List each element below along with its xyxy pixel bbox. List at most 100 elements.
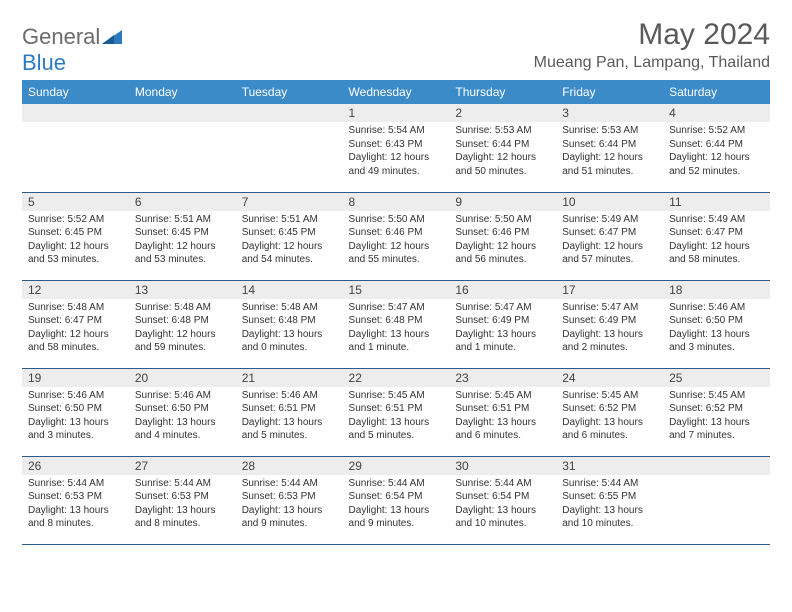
day-header: Sunday [22,80,129,104]
day-cell: 9Sunrise: 5:50 AMSunset: 6:46 PMDaylight… [449,192,556,280]
day-number: 24 [556,369,663,387]
week-row: 1Sunrise: 5:54 AMSunset: 6:43 PMDaylight… [22,104,770,192]
day-detail: Sunrise: 5:45 AMSunset: 6:51 PMDaylight:… [449,387,556,447]
day-number: 12 [22,281,129,299]
day-header: Wednesday [343,80,450,104]
day-detail: Sunrise: 5:45 AMSunset: 6:52 PMDaylight:… [663,387,770,447]
day-cell: 12Sunrise: 5:48 AMSunset: 6:47 PMDayligh… [22,280,129,368]
day-cell: 4Sunrise: 5:52 AMSunset: 6:44 PMDaylight… [663,104,770,192]
day-cell: 31Sunrise: 5:44 AMSunset: 6:55 PMDayligh… [556,456,663,544]
day-cell: 23Sunrise: 5:45 AMSunset: 6:51 PMDayligh… [449,368,556,456]
day-cell: 27Sunrise: 5:44 AMSunset: 6:53 PMDayligh… [129,456,236,544]
day-number: 27 [129,457,236,475]
day-detail: Sunrise: 5:51 AMSunset: 6:45 PMDaylight:… [236,211,343,271]
day-header-row: SundayMondayTuesdayWednesdayThursdayFrid… [22,80,770,104]
day-cell: 3Sunrise: 5:53 AMSunset: 6:44 PMDaylight… [556,104,663,192]
day-cell: 10Sunrise: 5:49 AMSunset: 6:47 PMDayligh… [556,192,663,280]
day-cell: 14Sunrise: 5:48 AMSunset: 6:48 PMDayligh… [236,280,343,368]
day-cell: 28Sunrise: 5:44 AMSunset: 6:53 PMDayligh… [236,456,343,544]
week-row: 19Sunrise: 5:46 AMSunset: 6:50 PMDayligh… [22,368,770,456]
day-number: 16 [449,281,556,299]
day-cell: 6Sunrise: 5:51 AMSunset: 6:45 PMDaylight… [129,192,236,280]
day-detail: Sunrise: 5:46 AMSunset: 6:50 PMDaylight:… [22,387,129,447]
day-number: 1 [343,104,450,122]
day-detail: Sunrise: 5:44 AMSunset: 6:53 PMDaylight:… [129,475,236,535]
day-detail: Sunrise: 5:47 AMSunset: 6:48 PMDaylight:… [343,299,450,359]
day-number: 5 [22,193,129,211]
day-detail: Sunrise: 5:44 AMSunset: 6:54 PMDaylight:… [449,475,556,535]
location: Mueang Pan, Lampang, Thailand [534,54,770,72]
day-cell: 21Sunrise: 5:46 AMSunset: 6:51 PMDayligh… [236,368,343,456]
day-cell: 1Sunrise: 5:54 AMSunset: 6:43 PMDaylight… [343,104,450,192]
day-cell: 5Sunrise: 5:52 AMSunset: 6:45 PMDaylight… [22,192,129,280]
logo-text-gray: General [22,24,100,49]
day-cell: 22Sunrise: 5:45 AMSunset: 6:51 PMDayligh… [343,368,450,456]
day-cell: 8Sunrise: 5:50 AMSunset: 6:46 PMDaylight… [343,192,450,280]
day-cell: 20Sunrise: 5:46 AMSunset: 6:50 PMDayligh… [129,368,236,456]
empty-day-number [236,104,343,122]
day-cell: 17Sunrise: 5:47 AMSunset: 6:49 PMDayligh… [556,280,663,368]
empty-day-number [22,104,129,122]
day-number: 25 [663,369,770,387]
day-header: Tuesday [236,80,343,104]
day-detail: Sunrise: 5:52 AMSunset: 6:45 PMDaylight:… [22,211,129,271]
day-header: Monday [129,80,236,104]
day-detail: Sunrise: 5:48 AMSunset: 6:47 PMDaylight:… [22,299,129,359]
logo-text: GeneralBlue [22,24,122,76]
empty-day-number [129,104,236,122]
day-number: 14 [236,281,343,299]
day-cell: 24Sunrise: 5:45 AMSunset: 6:52 PMDayligh… [556,368,663,456]
day-number: 22 [343,369,450,387]
week-row: 12Sunrise: 5:48 AMSunset: 6:47 PMDayligh… [22,280,770,368]
day-detail: Sunrise: 5:44 AMSunset: 6:54 PMDaylight:… [343,475,450,535]
day-number: 13 [129,281,236,299]
day-cell [22,104,129,192]
day-cell: 29Sunrise: 5:44 AMSunset: 6:54 PMDayligh… [343,456,450,544]
day-number: 18 [663,281,770,299]
day-cell: 11Sunrise: 5:49 AMSunset: 6:47 PMDayligh… [663,192,770,280]
week-row: 26Sunrise: 5:44 AMSunset: 6:53 PMDayligh… [22,456,770,544]
day-detail: Sunrise: 5:44 AMSunset: 6:53 PMDaylight:… [236,475,343,535]
day-cell [663,456,770,544]
day-header: Saturday [663,80,770,104]
day-detail: Sunrise: 5:44 AMSunset: 6:55 PMDaylight:… [556,475,663,535]
day-detail: Sunrise: 5:54 AMSunset: 6:43 PMDaylight:… [343,122,450,182]
day-number: 15 [343,281,450,299]
day-detail: Sunrise: 5:45 AMSunset: 6:51 PMDaylight:… [343,387,450,447]
day-detail: Sunrise: 5:46 AMSunset: 6:51 PMDaylight:… [236,387,343,447]
day-number: 21 [236,369,343,387]
day-number: 10 [556,193,663,211]
month-year: May 2024 [534,18,770,52]
day-number: 11 [663,193,770,211]
calendar-body: 1Sunrise: 5:54 AMSunset: 6:43 PMDaylight… [22,104,770,544]
day-detail: Sunrise: 5:51 AMSunset: 6:45 PMDaylight:… [129,211,236,271]
day-number: 9 [449,193,556,211]
day-cell [236,104,343,192]
day-cell: 30Sunrise: 5:44 AMSunset: 6:54 PMDayligh… [449,456,556,544]
day-detail: Sunrise: 5:50 AMSunset: 6:46 PMDaylight:… [449,211,556,271]
day-detail: Sunrise: 5:48 AMSunset: 6:48 PMDaylight:… [236,299,343,359]
day-detail: Sunrise: 5:52 AMSunset: 6:44 PMDaylight:… [663,122,770,182]
day-number: 26 [22,457,129,475]
day-cell: 16Sunrise: 5:47 AMSunset: 6:49 PMDayligh… [449,280,556,368]
title-block: May 2024 Mueang Pan, Lampang, Thailand [534,18,770,72]
day-number: 4 [663,104,770,122]
day-detail: Sunrise: 5:47 AMSunset: 6:49 PMDaylight:… [556,299,663,359]
day-number: 7 [236,193,343,211]
day-cell: 26Sunrise: 5:44 AMSunset: 6:53 PMDayligh… [22,456,129,544]
logo-triangle-icon [102,24,122,50]
day-cell: 18Sunrise: 5:46 AMSunset: 6:50 PMDayligh… [663,280,770,368]
day-header: Friday [556,80,663,104]
day-cell: 7Sunrise: 5:51 AMSunset: 6:45 PMDaylight… [236,192,343,280]
day-detail: Sunrise: 5:50 AMSunset: 6:46 PMDaylight:… [343,211,450,271]
day-cell [129,104,236,192]
logo: GeneralBlue [22,18,122,76]
day-number: 30 [449,457,556,475]
week-row: 5Sunrise: 5:52 AMSunset: 6:45 PMDaylight… [22,192,770,280]
empty-day-number [663,457,770,475]
day-number: 29 [343,457,450,475]
header: GeneralBlue May 2024 Mueang Pan, Lampang… [22,18,770,76]
day-cell: 19Sunrise: 5:46 AMSunset: 6:50 PMDayligh… [22,368,129,456]
day-detail: Sunrise: 5:53 AMSunset: 6:44 PMDaylight:… [556,122,663,182]
day-number: 6 [129,193,236,211]
